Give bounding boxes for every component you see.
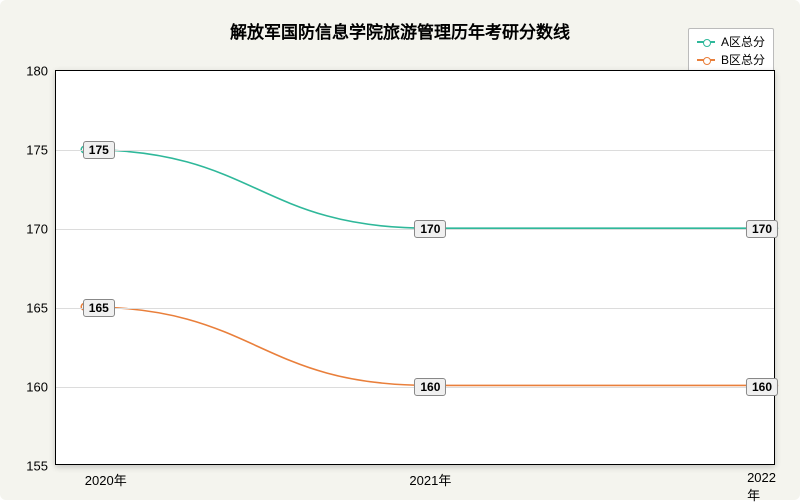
legend-label-b: B区总分: [721, 51, 765, 69]
gridline: [56, 150, 774, 151]
data-label: 175: [83, 141, 115, 159]
y-axis-label: 180: [26, 64, 56, 79]
y-axis-label: 175: [26, 143, 56, 158]
x-axis-label: 2021年: [409, 464, 451, 489]
y-axis-label: 170: [26, 222, 56, 237]
x-axis-label: 2020年: [85, 464, 127, 489]
gridline: [56, 308, 774, 309]
legend-item-a: A区总分: [697, 33, 765, 51]
y-axis-label: 165: [26, 301, 56, 316]
series-line: [85, 307, 774, 386]
legend-swatch-a: [697, 38, 715, 46]
data-label: 160: [746, 378, 778, 396]
chart-svg: [56, 71, 774, 464]
legend-item-b: B区总分: [697, 51, 765, 69]
plot-area: 1551601651701751802020年2021年2022年1751701…: [55, 70, 775, 465]
data-label: 170: [414, 220, 446, 238]
chart-title: 解放军国防信息学院旅游管理历年考研分数线: [0, 18, 800, 43]
y-axis-label: 155: [26, 459, 56, 474]
series-line: [85, 150, 774, 229]
data-label: 170: [746, 220, 778, 238]
data-label: 160: [414, 378, 446, 396]
y-axis-label: 160: [26, 380, 56, 395]
x-axis-label: 2022年: [747, 464, 776, 504]
legend-swatch-b: [697, 56, 715, 64]
legend: A区总分 B区总分: [688, 28, 774, 74]
data-label: 165: [83, 299, 115, 317]
chart-container: 解放军国防信息学院旅游管理历年考研分数线 A区总分 B区总分 155 160 165…: [0, 0, 800, 500]
legend-label-a: A区总分: [721, 33, 765, 51]
